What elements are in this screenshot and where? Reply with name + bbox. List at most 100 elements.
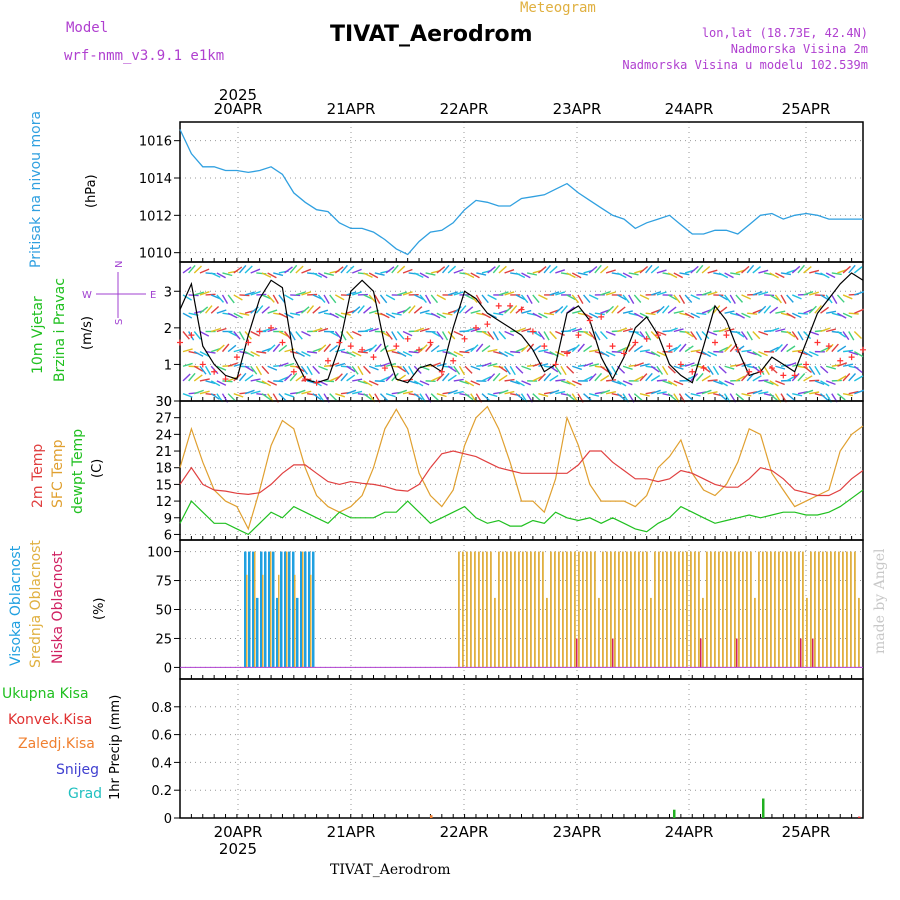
wind-gust-marker	[860, 346, 866, 353]
wind-arrow	[566, 393, 575, 401]
y-tick-label: 1	[164, 358, 172, 373]
y-tick-label: 18	[155, 462, 172, 477]
wind-arrow	[673, 272, 684, 279]
wind-arrow	[284, 362, 295, 367]
wind-arrow	[357, 305, 365, 314]
wind-arrow	[537, 266, 547, 274]
wind-speed-line	[179, 272, 864, 384]
mid-cloud-bar	[638, 551, 640, 668]
mid-cloud-bar	[562, 551, 564, 668]
wind-arrow	[475, 343, 484, 353]
mid-cloud-bar	[726, 551, 728, 668]
wind-arrow	[650, 365, 660, 373]
wind-arrow	[199, 378, 210, 382]
wind-arrow	[430, 393, 439, 402]
wind-arrow	[312, 365, 321, 375]
wind-arrow	[413, 380, 424, 387]
wind-arrow	[701, 351, 712, 358]
mid-cloud-bar	[842, 551, 844, 668]
wind-arrow	[583, 375, 593, 382]
wind-panel: 0 1 2 3	[164, 261, 866, 410]
wind-arrow	[261, 365, 270, 375]
wind-arrow	[792, 294, 802, 300]
wind-arrow	[803, 266, 812, 274]
wind-arrow	[622, 328, 633, 333]
wind-arrow	[667, 294, 678, 301]
wind-gust-marker	[438, 368, 445, 375]
y-tick-label: 1016	[139, 135, 172, 150]
wind-arrow	[605, 330, 616, 336]
wind-arrow	[803, 375, 813, 382]
wind-arrow	[566, 294, 576, 301]
wind-arrow	[397, 389, 408, 395]
wind-arrow	[346, 374, 356, 382]
high-cloud-bar	[300, 551, 303, 668]
model-label: Model	[66, 20, 109, 36]
wind-arrow	[210, 272, 221, 278]
wind-arrow	[769, 380, 779, 387]
wind-arrow	[272, 294, 279, 304]
wind-arrow	[340, 372, 349, 382]
wind-arrow	[600, 351, 610, 358]
compass-south: S	[114, 319, 125, 325]
wind-arrow	[402, 365, 410, 375]
wind-arrow	[600, 291, 611, 296]
wind-arrow	[391, 331, 398, 341]
wind-arrow	[572, 365, 583, 371]
wind-arrow	[368, 380, 379, 386]
wind-arrow	[662, 305, 670, 314]
mid-cloud-bar	[278, 574, 280, 668]
mid-cloud-bar	[634, 551, 636, 668]
wind-arrow	[419, 272, 430, 279]
wind-arrow	[329, 294, 337, 304]
wind-arrow	[301, 390, 312, 395]
wind-arrow	[605, 391, 617, 395]
wind-arrow	[752, 375, 762, 382]
wind-arrow	[713, 380, 723, 385]
wind-arrow	[786, 345, 796, 353]
wind-arrow	[515, 294, 526, 301]
wind-arrow	[532, 294, 540, 304]
wind-arrow	[617, 327, 628, 333]
wind-arrow	[853, 266, 863, 274]
top-day-label: 20APR	[214, 100, 263, 118]
wind-arrow	[510, 380, 521, 385]
wind-arrow	[205, 392, 216, 396]
cloud-panel: 0 25 50 75 100	[147, 539, 864, 680]
wind-arrow	[617, 380, 627, 387]
wind-arrow	[741, 265, 750, 274]
wind-arrow	[741, 294, 751, 300]
mid-cloud-bar	[566, 551, 568, 668]
bottom-day-label: 25APR	[782, 823, 831, 841]
wind-arrow	[256, 392, 267, 396]
wind-arrow	[566, 365, 575, 374]
mid-cloud-bar	[518, 551, 520, 668]
wind-arrow	[363, 272, 373, 279]
wind-arrow	[453, 291, 464, 296]
high-cloud-bar	[252, 551, 255, 668]
wind-gust-marker	[359, 346, 366, 353]
high-cloud-bar	[264, 551, 267, 668]
wind-arrow	[487, 266, 496, 274]
pressure-line	[179, 129, 863, 256]
wind-arrow	[334, 294, 345, 301]
wind-arrow	[701, 375, 711, 382]
mid-cloud-bar	[506, 551, 508, 668]
wind-arrow	[803, 365, 812, 373]
wind-arrow	[351, 350, 362, 357]
wind-gust-marker	[370, 354, 377, 361]
wind-arrow	[182, 266, 192, 274]
wind-arrow	[854, 291, 865, 296]
wind-arrow	[848, 390, 859, 395]
wind-arrow	[532, 312, 542, 319]
panel-frame	[179, 678, 864, 819]
wind-arrow	[284, 331, 292, 340]
wind-arrow	[267, 344, 276, 353]
mid-cloud-bar	[458, 551, 460, 668]
wind-arrow	[639, 265, 649, 274]
mid-cloud-bar	[618, 551, 620, 668]
wind-arrow	[273, 380, 284, 383]
wind-arrow	[684, 375, 695, 382]
y-tick-label: 25	[155, 632, 172, 647]
y-tick-label: 0	[164, 395, 172, 410]
